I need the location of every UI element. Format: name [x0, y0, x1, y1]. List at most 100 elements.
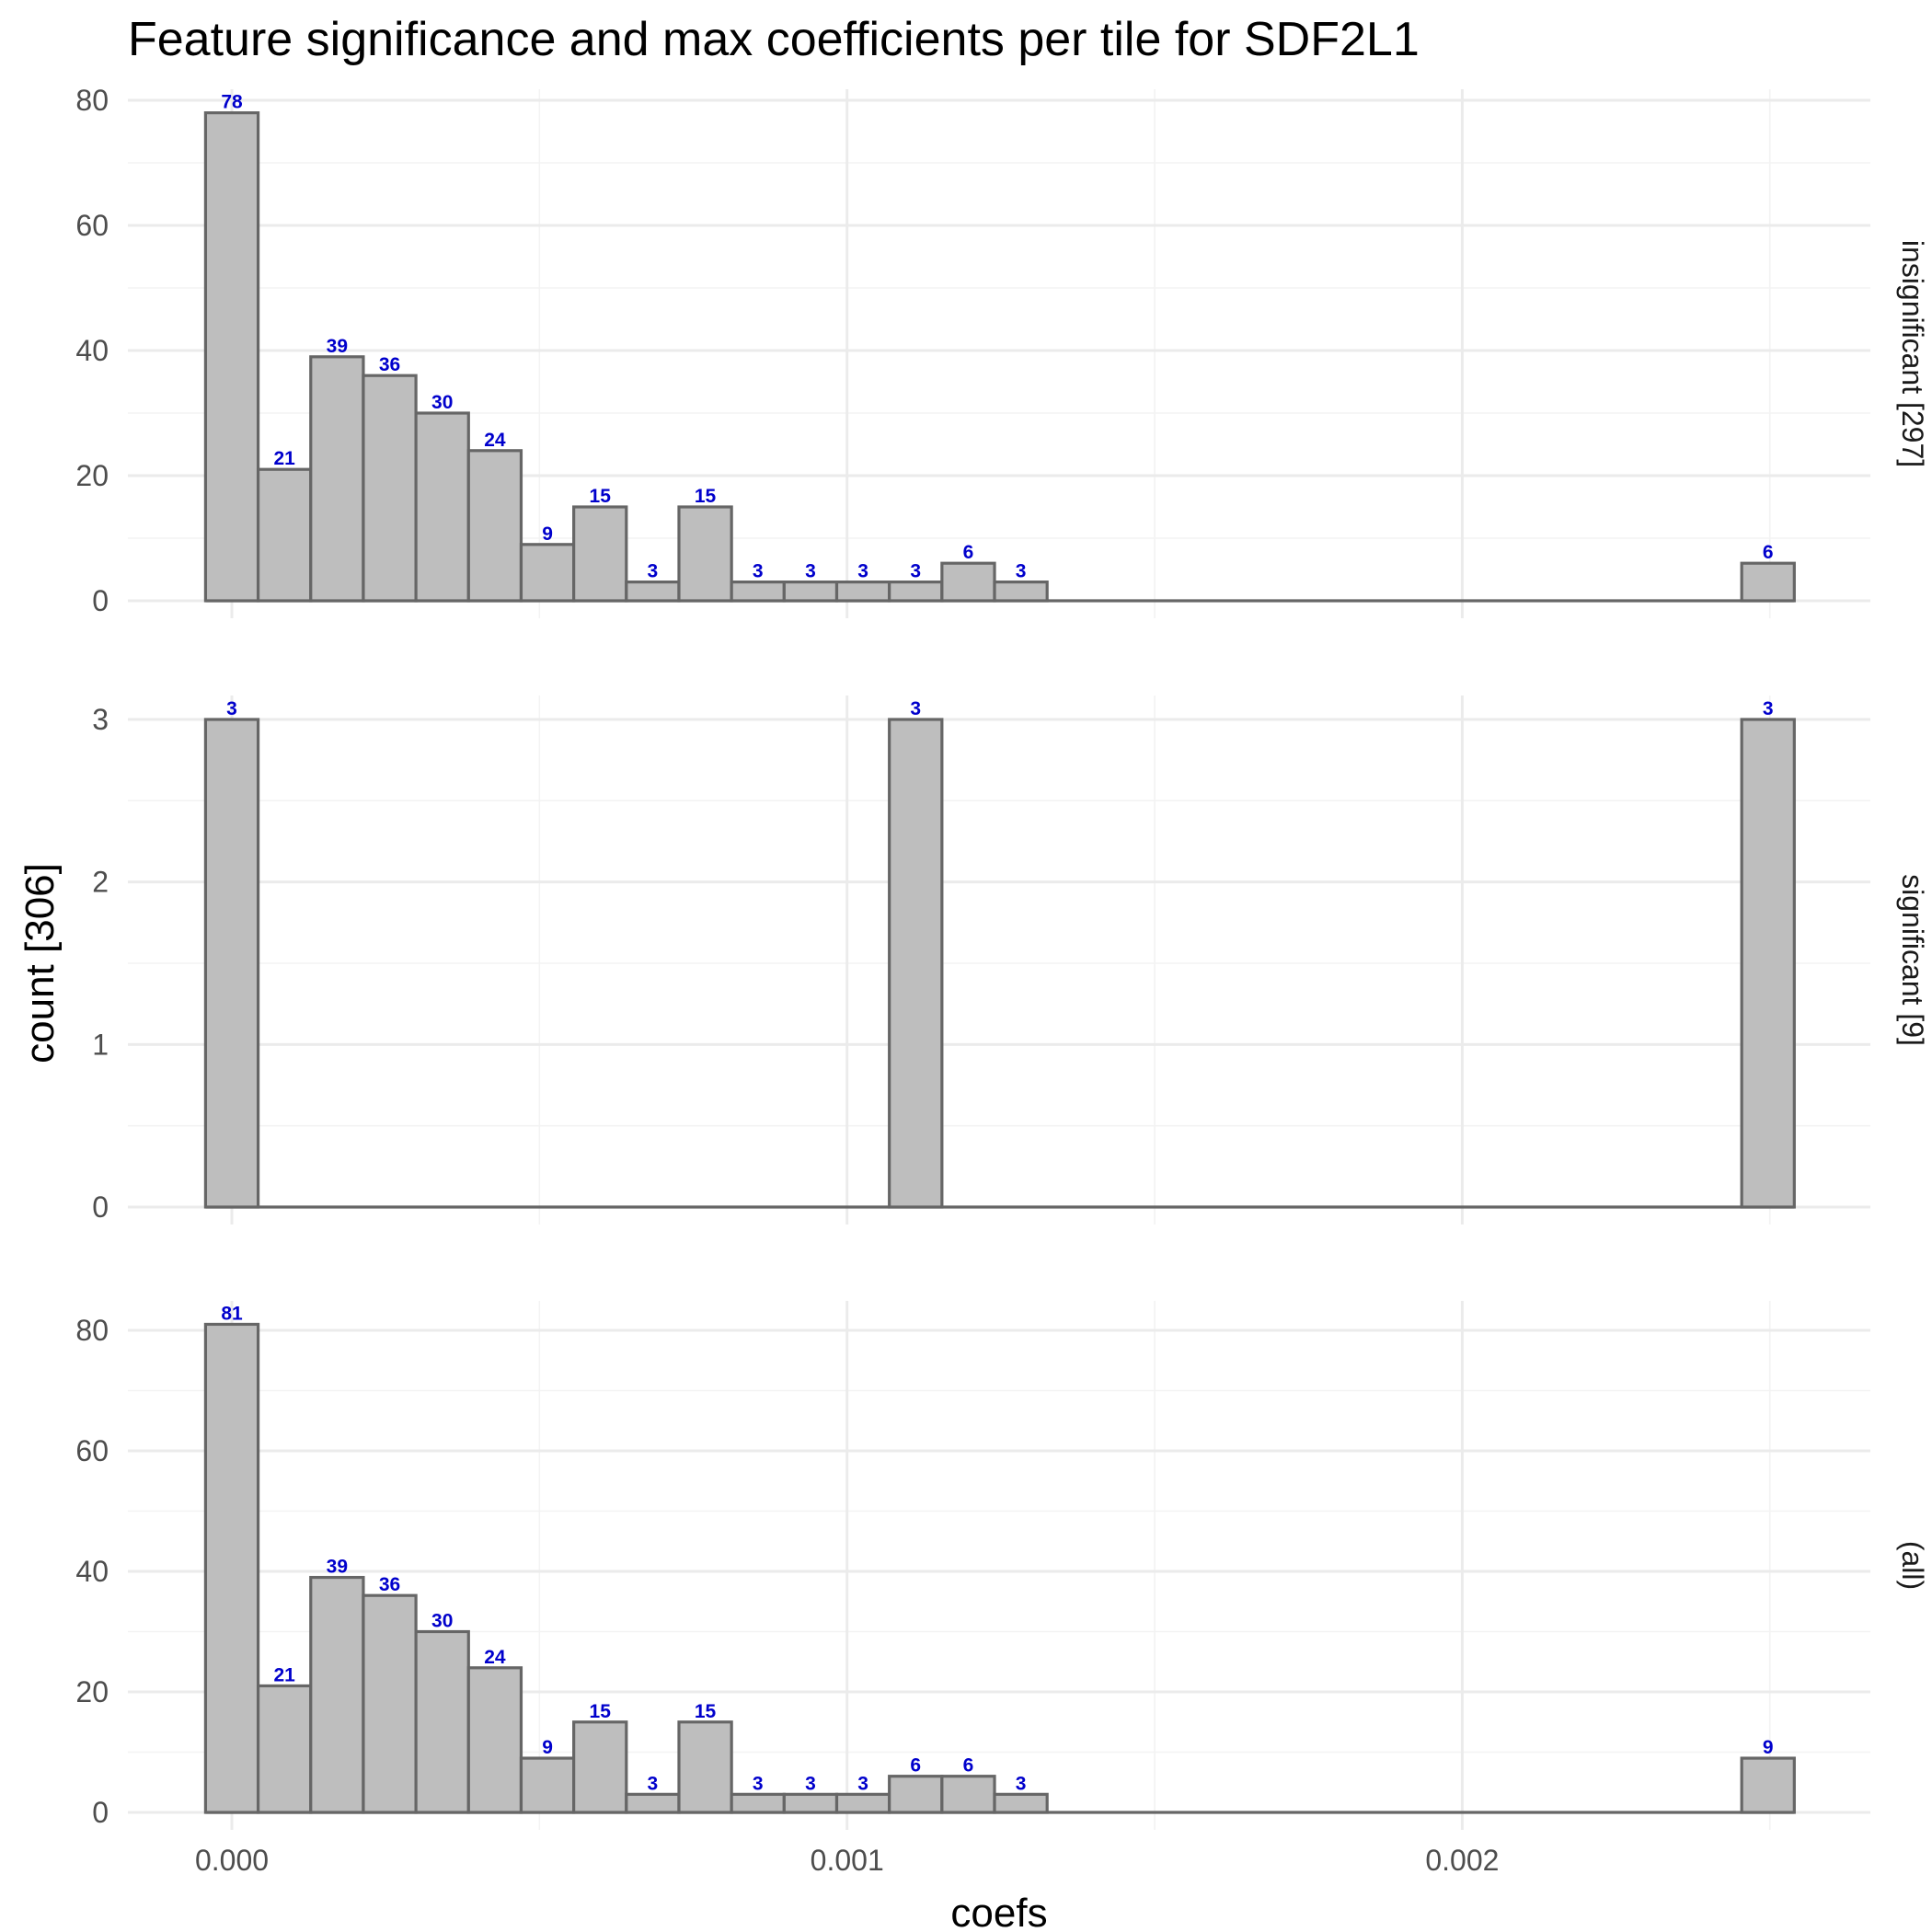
histogram-bar — [730, 580, 786, 603]
bar-count-label: 6 — [963, 542, 974, 563]
histogram-bar — [888, 580, 944, 603]
bar-count-label: 6 — [963, 1755, 974, 1777]
histogram-bar — [834, 1792, 891, 1814]
histogram-bar — [466, 449, 523, 603]
y-tick-label: 60 — [75, 209, 109, 242]
histogram-bar — [677, 1720, 733, 1814]
histogram-bar — [940, 561, 996, 603]
bar-count-label: 9 — [542, 523, 553, 545]
bar-count-label: 3 — [1016, 1773, 1027, 1794]
y-tick-label: 3 — [92, 703, 109, 736]
y-tick-label: 60 — [75, 1434, 109, 1467]
histogram-bar — [309, 355, 365, 603]
histogram-bar — [625, 580, 681, 603]
bar-count-label: 9 — [542, 1737, 553, 1758]
bar-count-label: 3 — [753, 561, 764, 582]
histogram-bar — [414, 411, 470, 603]
histogram-bar — [203, 1322, 260, 1814]
bar-count-label: 9 — [1763, 1737, 1774, 1758]
histogram-bar — [834, 580, 891, 603]
bar-count-label: 15 — [590, 486, 612, 507]
x-tick-label: 0.000 — [195, 1844, 269, 1877]
bar-count-label: 6 — [910, 1755, 921, 1777]
histogram-bar — [782, 1792, 839, 1814]
bar-count-label: 3 — [805, 1773, 816, 1794]
histogram-bar — [256, 467, 313, 603]
bar-count-label: 24 — [484, 1647, 506, 1668]
bar-count-label: 81 — [221, 1303, 243, 1324]
bar-count-label: 3 — [805, 561, 816, 582]
histogram-bar — [203, 718, 260, 1209]
histogram-bar — [362, 374, 418, 603]
y-tick-label: 1 — [92, 1028, 109, 1061]
x-axis: 0.000 0.001 0.002 — [195, 1844, 1499, 1877]
histogram-bar — [362, 1593, 418, 1814]
facet-strip-label: insignificant [297] — [1896, 240, 1929, 467]
bar-count-label: 15 — [695, 486, 717, 507]
facet-strip-label: (all) — [1896, 1541, 1929, 1590]
chart-title: Feature significance and max coefficient… — [128, 13, 1420, 66]
histogram-bar — [1740, 1756, 1796, 1814]
histogram-bar — [256, 1684, 313, 1814]
bar-count-label: 3 — [1763, 698, 1774, 719]
histogram-bar — [730, 1792, 786, 1814]
bar-count-label: 3 — [648, 561, 659, 582]
histogram-bar — [782, 580, 839, 603]
bar-count-label: 3 — [753, 1773, 764, 1794]
y-tick-label: 0 — [92, 1796, 109, 1829]
bar-count-label: 6 — [1763, 542, 1774, 563]
bar-count-label: 3 — [648, 1773, 659, 1794]
histogram-bar — [993, 1792, 1049, 1814]
histogram-bar — [466, 1666, 523, 1814]
bar-count-label: 15 — [590, 1701, 612, 1722]
histogram-bar — [519, 1756, 576, 1814]
facet-panel-1: 0 1 2 3 3 3 3 significant [9] — [92, 696, 1929, 1225]
y-tick-label: 40 — [75, 334, 109, 367]
histogram-bar — [888, 1775, 944, 1814]
bar-count-label: 3 — [1016, 561, 1027, 582]
histogram-bar — [519, 543, 576, 603]
histogram-bar — [309, 1575, 365, 1814]
histogram-bar — [888, 718, 944, 1209]
x-axis-title: coefs — [950, 1891, 1047, 1932]
y-tick-label: 0 — [92, 584, 109, 617]
histogram-bar — [993, 580, 1049, 603]
bar-count-label: 36 — [379, 354, 400, 375]
y-tick-label: 20 — [75, 1675, 109, 1708]
bar-count-label: 3 — [857, 1773, 868, 1794]
bar-count-label: 39 — [327, 336, 348, 357]
bar-count-label: 15 — [695, 1701, 717, 1722]
facet-strip-label: significant [9] — [1896, 874, 1929, 1046]
bar-count-label: 3 — [910, 561, 921, 582]
bar-count-label: 78 — [221, 92, 243, 113]
y-tick-label: 0 — [92, 1190, 109, 1224]
x-tick-label: 0.002 — [1425, 1844, 1499, 1877]
bar-count-label: 36 — [379, 1574, 400, 1595]
x-tick-label: 0.001 — [811, 1844, 884, 1877]
bar-count-label: 3 — [226, 698, 237, 719]
histogram-bar — [1740, 561, 1796, 603]
y-axis-title: count [306] — [17, 863, 63, 1064]
bar-count-label: 24 — [484, 430, 506, 451]
bar-count-label: 39 — [327, 1557, 348, 1578]
histogram-bar — [414, 1629, 470, 1814]
histogram-bar — [1740, 718, 1796, 1209]
y-tick-label: 80 — [75, 1314, 109, 1347]
bar-count-label: 21 — [273, 1664, 295, 1685]
histogram-bar — [677, 505, 733, 603]
histogram-bar — [203, 110, 260, 603]
histogram-bar — [572, 505, 628, 603]
y-tick-label: 20 — [75, 459, 109, 492]
y-tick-label: 40 — [75, 1555, 109, 1588]
histogram-bar — [625, 1792, 681, 1814]
y-tick-label: 2 — [92, 866, 109, 899]
bar-count-label: 21 — [273, 448, 295, 469]
bar-count-label: 3 — [910, 698, 921, 719]
histogram-bar — [940, 1775, 996, 1814]
bar-count-label: 3 — [857, 561, 868, 582]
y-tick-label: 80 — [75, 84, 109, 117]
